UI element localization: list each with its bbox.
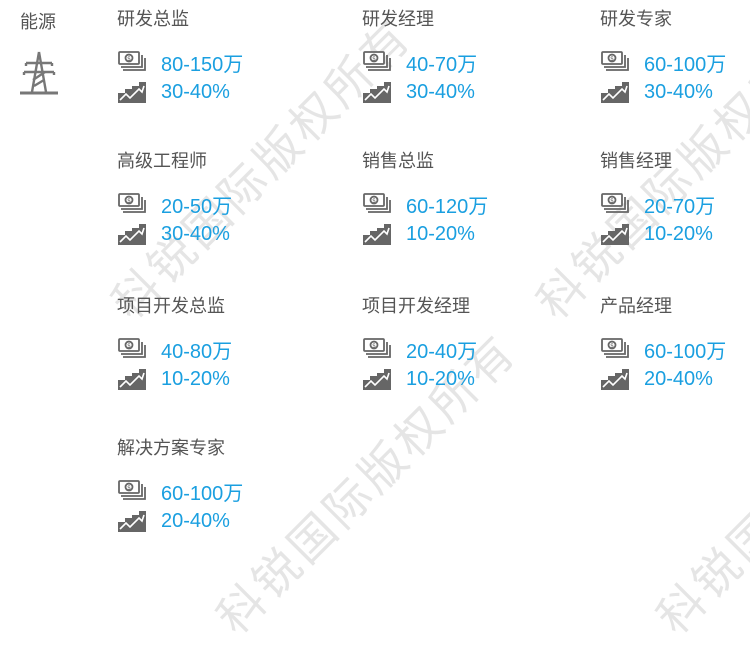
growth-row: 20-40% <box>600 364 750 394</box>
growth-chart-icon <box>363 224 391 245</box>
position-title: 项目开发总监 <box>117 296 225 316</box>
svg-text:$: $ <box>610 56 614 63</box>
growth-rate: 10-20% <box>406 367 475 390</box>
svg-text:$: $ <box>372 343 376 350</box>
growth-row: 10-20% <box>117 364 347 394</box>
salary-range: 20-40万 <box>406 340 478 363</box>
position-title: 销售经理 <box>600 151 672 171</box>
money-icon: $ <box>363 193 391 213</box>
money-icon: $ <box>118 51 146 71</box>
growth-rate: 20-40% <box>161 509 230 532</box>
growth-row: 10-20% <box>600 219 750 249</box>
money-icon: $ <box>363 51 391 71</box>
growth-rate: 30-40% <box>644 80 713 103</box>
growth-row: 20-40% <box>117 506 347 536</box>
money-icon: $ <box>363 338 391 358</box>
svg-text:$: $ <box>372 56 376 63</box>
position-card: 解决方案专家 $ 60-100万 20-40% <box>117 437 347 536</box>
growth-rate: 30-40% <box>161 222 230 245</box>
salary-row: $ 40-80万 <box>117 334 347 364</box>
salary-range: 40-80万 <box>161 340 233 363</box>
growth-rate: 30-40% <box>406 80 475 103</box>
money-icon: $ <box>118 193 146 213</box>
money-icon: $ <box>601 193 629 213</box>
growth-rate: 10-20% <box>161 367 230 390</box>
svg-text:$: $ <box>127 485 131 492</box>
salary-range: 60-100万 <box>644 53 727 76</box>
money-icon: $ <box>601 51 629 71</box>
position-title: 研发总监 <box>117 9 189 29</box>
growth-chart-icon <box>118 82 146 103</box>
growth-chart-icon <box>601 82 629 103</box>
salary-row: $ 20-40万 <box>362 334 592 364</box>
salary-range: 60-120万 <box>406 195 489 218</box>
growth-rate: 10-20% <box>644 222 713 245</box>
salary-row: $ 20-70万 <box>600 189 750 219</box>
salary-range: 20-70万 <box>644 195 716 218</box>
growth-row: 30-40% <box>362 77 592 107</box>
position-title: 研发经理 <box>362 9 434 29</box>
position-card: 研发总监 $ 80-150万 30-40% <box>117 8 347 107</box>
growth-rate: 10-20% <box>406 222 475 245</box>
position-title: 解决方案专家 <box>117 438 225 458</box>
growth-row: 10-20% <box>362 219 592 249</box>
position-card: 项目开发总监 $ 40-80万 10-20% <box>117 295 347 394</box>
growth-chart-icon <box>363 82 391 103</box>
money-icon: $ <box>118 338 146 358</box>
svg-text:$: $ <box>127 198 131 205</box>
position-card: 项目开发经理 $ 20-40万 10-20% <box>362 295 592 394</box>
growth-chart-icon <box>118 224 146 245</box>
position-card: 销售总监 $ 60-120万 10-20% <box>362 150 592 249</box>
salary-row: $ 60-100万 <box>600 334 750 364</box>
position-card: 高级工程师 $ 20-50万 30-40% <box>117 150 347 249</box>
salary-range: 60-100万 <box>644 340 727 363</box>
salary-range: 60-100万 <box>161 482 244 505</box>
money-icon: $ <box>601 338 629 358</box>
growth-row: 10-20% <box>362 364 592 394</box>
position-title: 研发专家 <box>600 9 672 29</box>
growth-chart-icon <box>601 369 629 390</box>
growth-chart-icon <box>601 224 629 245</box>
position-title: 高级工程师 <box>117 151 207 171</box>
svg-text:$: $ <box>372 198 376 205</box>
svg-text:$: $ <box>127 56 131 63</box>
growth-chart-icon <box>118 369 146 390</box>
growth-chart-icon <box>363 369 391 390</box>
svg-text:$: $ <box>610 343 614 350</box>
growth-chart-icon <box>118 511 146 532</box>
salary-row: $ 60-100万 <box>600 47 750 77</box>
salary-row: $ 40-70万 <box>362 47 592 77</box>
salary-row: $ 60-120万 <box>362 189 592 219</box>
growth-row: 30-40% <box>600 77 750 107</box>
industry-label: 能源 <box>20 12 56 32</box>
position-card: 销售经理 $ 20-70万 10-20% <box>600 150 750 249</box>
growth-row: 30-40% <box>117 219 347 249</box>
salary-row: $ 20-50万 <box>117 189 347 219</box>
growth-row: 30-40% <box>117 77 347 107</box>
power-tower-icon <box>20 51 58 95</box>
position-title: 销售总监 <box>362 151 434 171</box>
salary-range: 20-50万 <box>161 195 233 218</box>
salary-range: 80-150万 <box>161 53 244 76</box>
position-card: 研发经理 $ 40-70万 30-40% <box>362 8 592 107</box>
money-icon: $ <box>118 480 146 500</box>
growth-rate: 30-40% <box>161 80 230 103</box>
salary-range: 40-70万 <box>406 53 478 76</box>
position-card: 产品经理 $ 60-100万 20-40% <box>600 295 750 394</box>
salary-row: $ 80-150万 <box>117 47 347 77</box>
growth-rate: 20-40% <box>644 367 713 390</box>
svg-text:$: $ <box>127 343 131 350</box>
position-card: 研发专家 $ 60-100万 30-40% <box>600 8 750 107</box>
position-title: 项目开发经理 <box>362 296 470 316</box>
salary-row: $ 60-100万 <box>117 476 347 506</box>
svg-text:$: $ <box>610 198 614 205</box>
position-title: 产品经理 <box>600 296 672 316</box>
